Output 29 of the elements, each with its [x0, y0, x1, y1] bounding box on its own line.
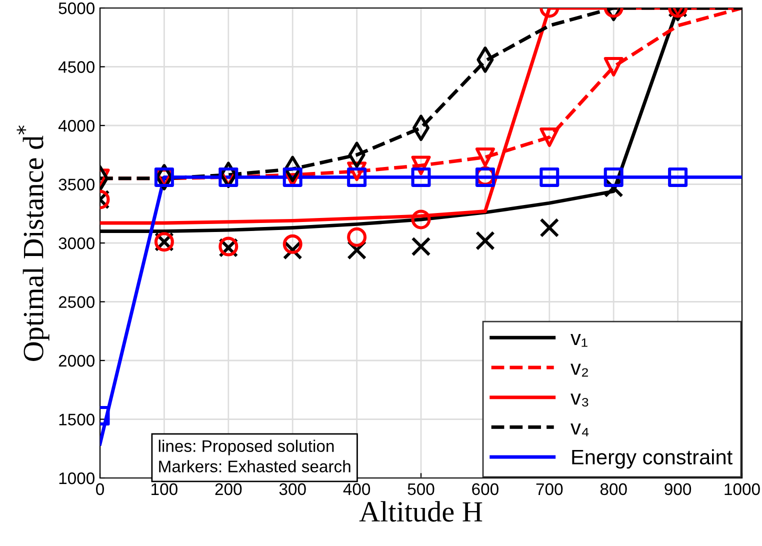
y-axis-title: Optimal Distance d$^{*}$ — [16, 125, 50, 361]
x-tick-label: 1000 — [724, 483, 760, 496]
x-tick-label: 0 — [96, 483, 104, 496]
annotation: lines: Proposed solution — [158, 440, 334, 456]
y-tick-label: 4000 — [58, 120, 94, 132]
x-tick-label: 700 — [536, 483, 563, 496]
y-tick-label: 5000 — [58, 2, 94, 14]
legend-label: v₂ — [570, 364, 588, 377]
y-tick-label: 2000 — [58, 354, 94, 367]
x-tick-label: 500 — [408, 483, 434, 496]
y-tick-label: 3000 — [58, 237, 94, 250]
x-tick-label: 300 — [279, 483, 306, 496]
x-tick-label: 900 — [664, 483, 692, 496]
legend-label: v₁ — [570, 334, 588, 347]
y-tick-label: 1500 — [59, 414, 94, 426]
x-tick-label: 800 — [600, 483, 627, 496]
y-tick-label: 2500 — [58, 296, 94, 308]
x-tick-label: 600 — [472, 483, 498, 496]
x-tick-label: 200 — [215, 483, 242, 496]
legend-label: Energy constraint — [572, 449, 732, 469]
y-tick-label: 3500 — [58, 178, 94, 190]
x-axis-title: Altitude H — [359, 501, 482, 522]
legend-label: v₃ — [570, 394, 588, 407]
x-tick-label: 400 — [343, 483, 370, 496]
legend-label: v₄ — [570, 423, 589, 436]
y-tick-label: 1000 — [59, 472, 94, 484]
x-tick-label: 100 — [152, 483, 178, 496]
y-tick-label: 4500 — [58, 61, 94, 73]
annotation: Markers: Exhasted search — [159, 460, 350, 472]
